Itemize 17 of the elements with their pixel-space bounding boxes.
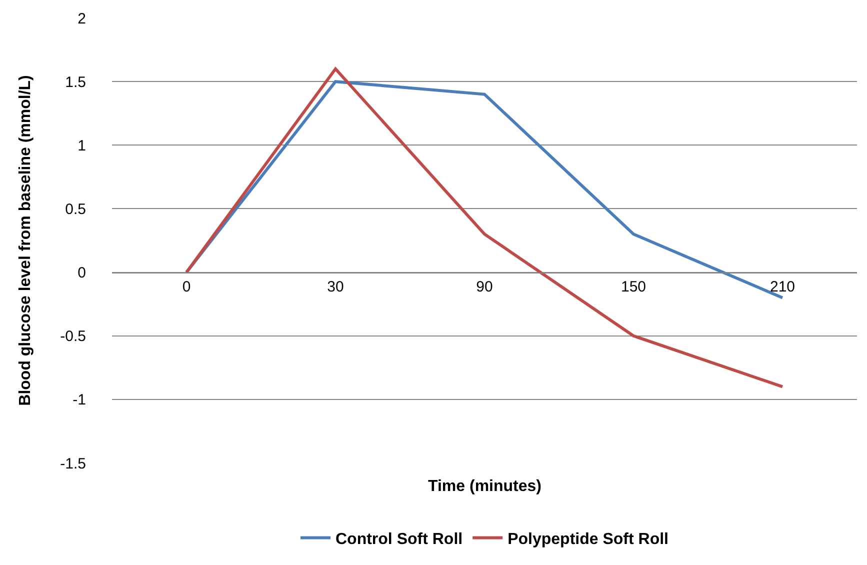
y-tick-label: 0 xyxy=(78,264,86,282)
y-tick-label: -0.5 xyxy=(60,328,86,346)
y-tick-label: 0.5 xyxy=(65,200,86,218)
y-tick-label: 1 xyxy=(78,137,86,154)
y-tick-label: 2 xyxy=(78,10,86,28)
legend-label: Control Soft Roll xyxy=(336,530,463,548)
y-axis-title: Blood glucose level from baseline (mmol/L) xyxy=(17,75,34,406)
x-tick-label: 210 xyxy=(770,278,796,296)
x-axis-title: Time (minutes) xyxy=(428,478,542,495)
y-tick-label: -1.5 xyxy=(60,455,86,472)
legend-label: Polypeptide Soft Roll xyxy=(508,530,668,548)
x-tick-label: 150 xyxy=(620,278,646,296)
y-tick-label: -1 xyxy=(72,392,86,409)
y-tick-label: 1.5 xyxy=(65,74,86,91)
x-tick-label: 30 xyxy=(327,278,344,296)
x-tick-label: 90 xyxy=(476,278,493,296)
x-tick-label: 0 xyxy=(182,278,191,296)
